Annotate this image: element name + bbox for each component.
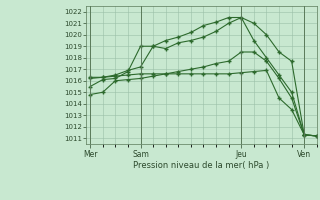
- X-axis label: Pression niveau de la mer( hPa ): Pression niveau de la mer( hPa ): [133, 161, 270, 170]
